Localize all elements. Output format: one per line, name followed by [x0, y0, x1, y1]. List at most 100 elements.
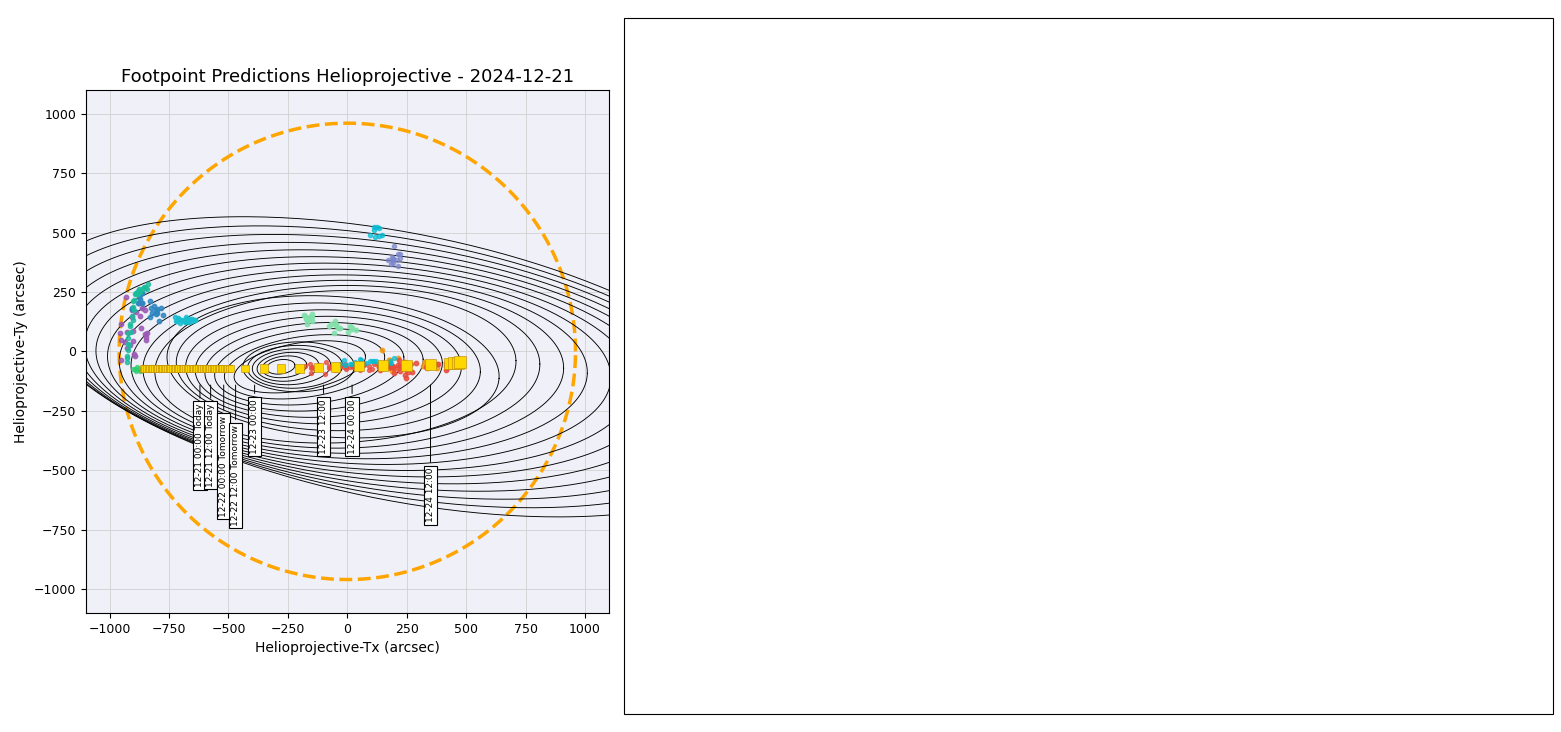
Point — [116, 327, 140, 339]
Point — [206, 362, 231, 374]
Point — [312, 367, 337, 379]
Point — [356, 364, 381, 376]
Text: wsa_e22_202412210954a_GONGZfield_line1R000.csv: wsa_e22_202412210954a_GONGZfield_line1R0… — [1118, 156, 1344, 165]
Point — [378, 361, 403, 373]
Point — [336, 326, 361, 338]
Point — [147, 362, 172, 374]
Point — [411, 360, 436, 372]
Point — [183, 362, 208, 374]
Point — [339, 322, 364, 334]
Point — [347, 360, 372, 372]
Point — [148, 302, 173, 314]
Point — [348, 364, 373, 376]
Point — [448, 356, 473, 368]
Point — [117, 318, 142, 330]
Point — [128, 287, 153, 299]
Point — [293, 310, 318, 321]
Point — [347, 362, 372, 374]
Point — [337, 320, 362, 332]
Point — [370, 359, 395, 371]
Text: wsa_e22_202412210800a_AGONGfield_line1R008.csv: wsa_e22_202412210800a_AGONGfield_line1R0… — [1118, 31, 1344, 40]
Text: ●: ● — [1102, 437, 1111, 447]
Point — [362, 231, 387, 243]
Point — [323, 319, 348, 331]
Point — [186, 362, 211, 374]
Point — [133, 282, 158, 294]
Point — [120, 302, 145, 314]
Point — [165, 313, 190, 324]
Point — [381, 363, 406, 375]
Text: ●: ● — [1102, 531, 1111, 540]
Point — [133, 281, 158, 293]
Point — [367, 365, 392, 376]
Point — [293, 313, 318, 325]
Point — [328, 359, 353, 371]
Point — [140, 362, 165, 373]
Point — [376, 254, 401, 266]
Point — [415, 359, 440, 370]
Point — [381, 361, 406, 373]
Point — [376, 354, 401, 366]
Point — [298, 367, 323, 379]
Text: ●: ● — [634, 343, 643, 353]
Text: PSI_psp_e22_20241221a_pfss22-ADAPT-GONG_R50.csv: PSI_psp_e22_20241221a_pfss22-ADAPT-GONG_… — [1118, 250, 1350, 258]
Point — [386, 352, 411, 364]
Point — [137, 362, 162, 374]
Point — [189, 362, 214, 374]
Text: ●: ● — [634, 280, 643, 291]
Point — [300, 315, 325, 327]
Point — [190, 362, 215, 374]
Point — [381, 362, 406, 373]
Point — [414, 361, 439, 373]
Text: UAH_psp_e22_20241221c_agongWSAmhd.csv: UAH_psp_e22_20241221c_agongWSAmhd.csv — [1118, 406, 1313, 415]
Point — [173, 315, 198, 327]
Point — [378, 359, 403, 371]
Point — [381, 255, 406, 266]
Text: UAH_psp_e22_20241221b_agongWSAmhd.csv: UAH_psp_e22_20241221b_agongWSAmhd.csv — [1118, 375, 1313, 384]
Point — [317, 362, 342, 373]
Point — [439, 361, 464, 373]
Point — [165, 314, 190, 326]
Point — [158, 362, 183, 374]
Text: UAH_psp_e22_20241221a_agongWSAmhd.csv: UAH_psp_e22_20241221a_agongWSAmhd.csv — [1118, 343, 1313, 352]
Point — [116, 356, 140, 367]
Point — [306, 359, 331, 371]
Point — [389, 360, 414, 372]
Point — [140, 362, 165, 374]
Text: UCB_psp_e22_20241221a_adaptGONG_R04_20241221rss2pt5_R50.csv: UCB_psp_e22_20241221a_adaptGONG_R04_2024… — [649, 156, 948, 165]
Text: ●: ● — [634, 531, 643, 540]
Point — [351, 359, 376, 370]
Point — [378, 355, 403, 367]
Point — [142, 300, 167, 312]
Text: ●: ● — [1102, 93, 1111, 102]
Point — [178, 313, 203, 325]
Point — [165, 362, 190, 374]
Point — [323, 363, 348, 375]
Point — [117, 339, 142, 351]
Text: UCB_psp_e22_20241221a_gongGONG20241221rss2pt5_R50.csv: UCB_psp_e22_20241221a_gongGONG20241221rs… — [649, 437, 919, 447]
Point — [120, 363, 145, 375]
Point — [434, 360, 459, 372]
Point — [134, 283, 159, 295]
Point — [364, 221, 389, 233]
Point — [367, 361, 392, 373]
Text: 12-23 00:00: 12-23 00:00 — [250, 385, 259, 454]
Point — [303, 363, 328, 375]
Point — [173, 311, 198, 323]
Point — [167, 313, 192, 325]
Point — [437, 359, 462, 371]
Text: ●: ● — [634, 93, 643, 102]
Point — [339, 321, 364, 333]
Text: UCB_psp_e22_20241221a_adaptGONG_R07_20241221rss2pt5_R50.csv: UCB_psp_e22_20241221a_adaptGONG_R07_2024… — [649, 250, 948, 258]
Text: ●: ● — [634, 437, 643, 447]
Point — [393, 356, 418, 367]
Text: UCB_psp_e22_20241221a_adaptGONG_R09_20241221rss2pt5_R50.csv: UCB_psp_e22_20241221a_adaptGONG_R09_2024… — [649, 312, 948, 321]
Point — [331, 354, 356, 365]
Text: ●: ● — [634, 561, 643, 572]
Point — [130, 283, 155, 294]
Point — [116, 345, 140, 356]
Point — [148, 362, 173, 374]
Text: wsa_e22_202412210800a_AGONGfield_line1R006.csv: wsa_e22_202412210800a_AGONGfield_line1R0… — [649, 656, 876, 665]
Text: ●: ● — [634, 468, 643, 478]
Point — [382, 362, 407, 374]
